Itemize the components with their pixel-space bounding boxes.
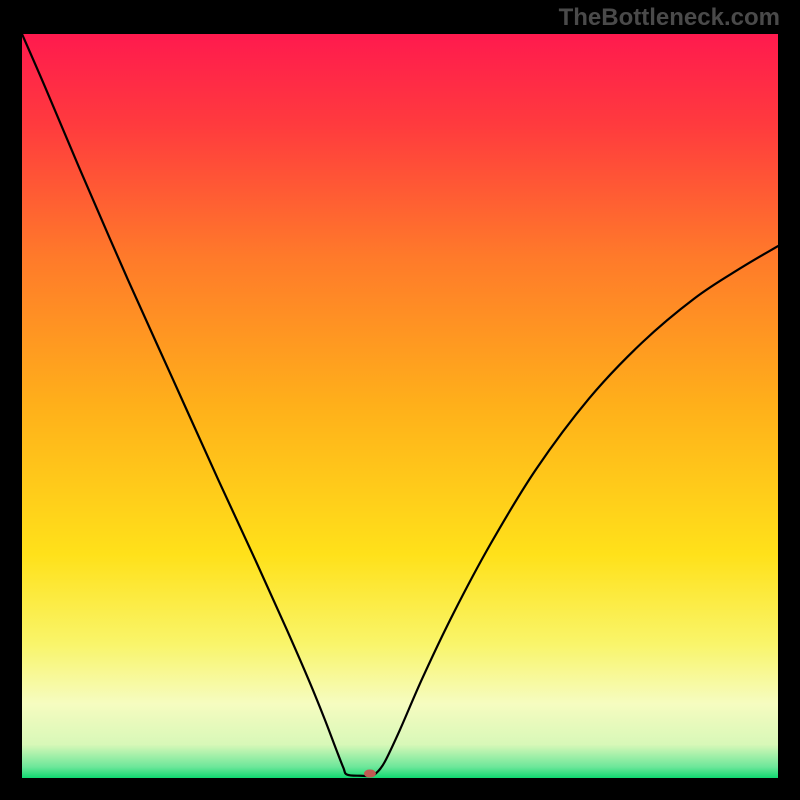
chart-frame: TheBottleneck.com bbox=[0, 0, 800, 800]
plot-area bbox=[22, 34, 778, 778]
gradient-rect bbox=[22, 34, 778, 778]
optimal-point-marker bbox=[364, 769, 376, 778]
bottleneck-curve bbox=[22, 34, 778, 778]
watermark-text: TheBottleneck.com bbox=[559, 4, 780, 32]
